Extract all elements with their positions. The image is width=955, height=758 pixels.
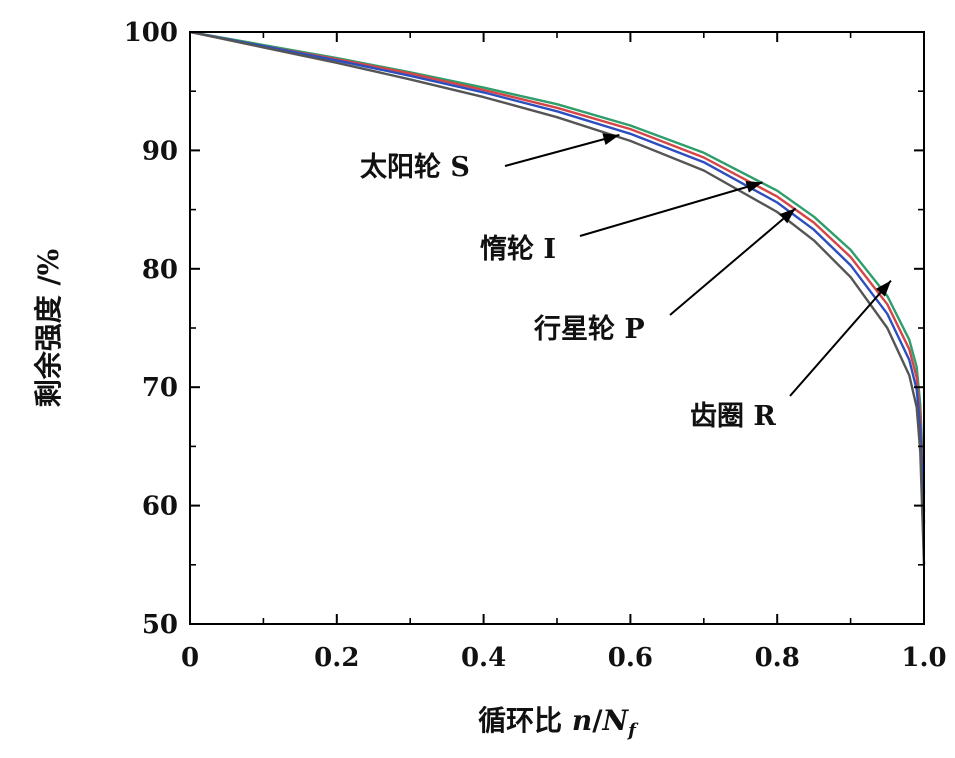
annotation-bg bbox=[476, 230, 563, 266]
x-tick-label: 0.6 bbox=[608, 643, 653, 673]
annotation-arrow-line bbox=[789, 279, 892, 397]
y-tick-label: 50 bbox=[142, 610, 178, 640]
series-line-4 bbox=[189, 30, 926, 565]
series-line-2 bbox=[189, 30, 926, 512]
annotation-label: 行星轮 P bbox=[533, 313, 645, 345]
y-tick-label: 70 bbox=[142, 373, 178, 403]
x-tick-label: 0.2 bbox=[314, 643, 359, 673]
annotation-3: 行星轮 P bbox=[530, 207, 797, 346]
annotation-1: 太阳轮 S bbox=[356, 133, 620, 184]
annotation-arrow-line bbox=[669, 207, 797, 316]
annotation-arrowhead bbox=[745, 181, 763, 193]
annotation-bg bbox=[356, 148, 476, 184]
x-tick-label: 1.0 bbox=[901, 643, 946, 673]
annotation-4: 齿圈 R bbox=[686, 279, 892, 433]
annotation-label: 惰轮 I bbox=[480, 234, 556, 265]
x-tick-label: 0.8 bbox=[755, 643, 800, 673]
annotation-arrow-line bbox=[579, 181, 763, 237]
annotation-layer: 太阳轮 S 惰轮 I 行星轮 P 齿圈 R bbox=[356, 133, 892, 433]
annotation-bg bbox=[686, 397, 783, 433]
annotation-label: 齿圈 R bbox=[690, 401, 776, 432]
x-tick-label: 0 bbox=[181, 643, 199, 673]
y-tick-label: 60 bbox=[142, 492, 178, 522]
annotation-arrow-line bbox=[504, 134, 620, 167]
annotation-bg bbox=[530, 310, 652, 346]
x-axis-label: 循环比 n/Nf bbox=[478, 704, 639, 741]
tick-layer: 0 0.2 0.4 0.6 0.8 1.0 50 60 70 80 90 100 bbox=[124, 18, 947, 673]
y-axis-label: 剩余强度 /% bbox=[32, 249, 65, 408]
annotation-arrowhead bbox=[602, 133, 620, 145]
annotation-label: 太阳轮 S bbox=[360, 152, 470, 183]
x-tick-label: 0.4 bbox=[461, 643, 506, 673]
y-tick-label: 90 bbox=[142, 136, 178, 166]
series-line-3 bbox=[189, 30, 926, 524]
y-tick-label: 100 bbox=[124, 18, 178, 48]
annotation-arrowhead bbox=[875, 280, 891, 297]
annotation-arrowhead bbox=[779, 208, 796, 224]
curve-layer bbox=[189, 30, 926, 565]
y-tick-label: 80 bbox=[142, 255, 178, 285]
annotation-2: 惰轮 I bbox=[476, 181, 763, 266]
